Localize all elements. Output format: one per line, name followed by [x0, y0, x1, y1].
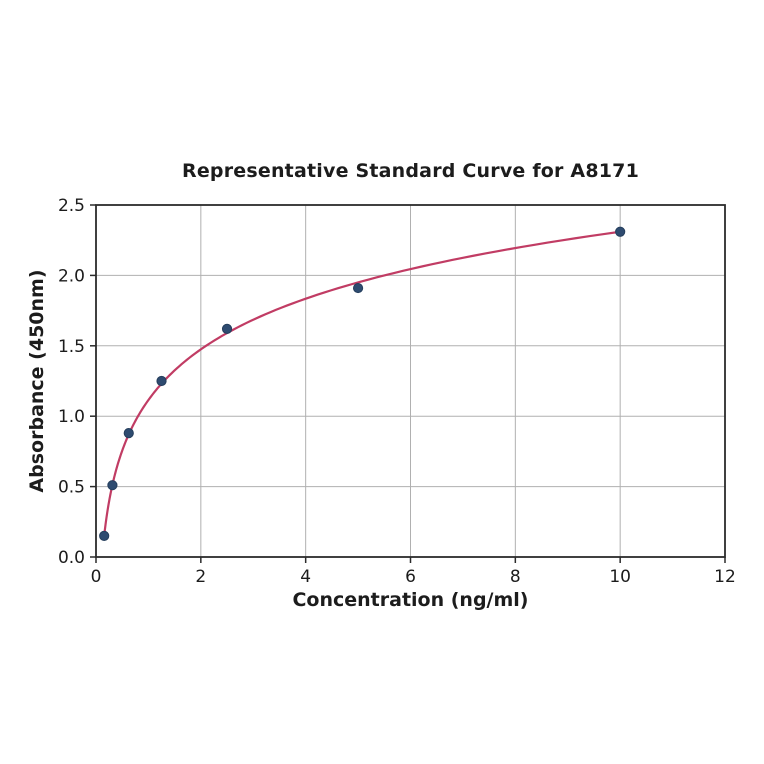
y-axis-label: Absorbance (450nm) [26, 269, 48, 493]
x-tick-label: 0 [91, 567, 102, 587]
y-tick-label: 0.0 [58, 548, 85, 568]
data-point [156, 375, 167, 387]
y-tick-label: 2.0 [58, 266, 85, 286]
x-tick-label: 6 [405, 567, 416, 587]
chart-title: Representative Standard Curve for A8171 [181, 160, 640, 182]
x-tick-label: 4 [300, 567, 311, 587]
fit-curve [103, 230, 622, 537]
y-tick-label: 1.0 [58, 407, 85, 427]
y-tick-label: 2.5 [58, 196, 85, 216]
data-point [615, 226, 626, 237]
x-axis-label: Concentration (ng/ml) [292, 589, 529, 611]
x-tick-label: 8 [510, 567, 521, 587]
data-point [123, 428, 134, 439]
x-tick-label: 2 [195, 567, 206, 587]
x-tick-label: 10 [609, 567, 631, 587]
y-tick-label: 0.5 [58, 478, 85, 498]
data-point [221, 323, 233, 334]
y-tick-label: 1.5 [58, 337, 85, 357]
data-point [352, 282, 364, 294]
x-tick-label: 12 [714, 567, 736, 587]
data-point [99, 530, 110, 541]
data-point [107, 480, 118, 491]
